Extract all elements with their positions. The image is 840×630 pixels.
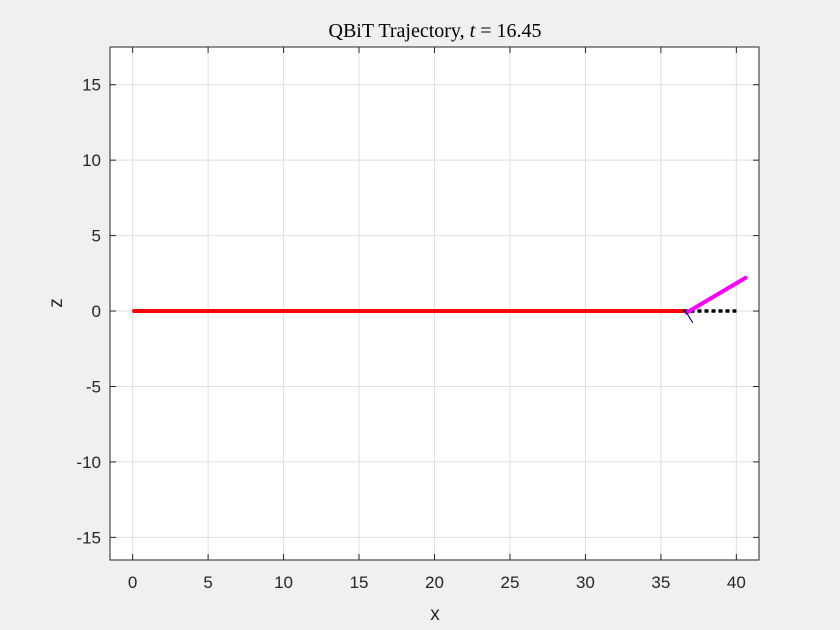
y-tick-label: -10 bbox=[76, 453, 101, 472]
chart-title: QBiT Trajectory, t = 16.45 bbox=[329, 20, 542, 42]
x-tick-label: 35 bbox=[651, 573, 670, 592]
grid bbox=[110, 47, 759, 560]
x-axis-label: x bbox=[430, 604, 440, 625]
y-tick-label: -5 bbox=[86, 377, 101, 396]
y-tick-label: 5 bbox=[92, 227, 101, 246]
x-tick-label: 15 bbox=[350, 573, 369, 592]
y-tick-label: 10 bbox=[82, 151, 101, 170]
y-axis-label: z bbox=[46, 298, 67, 308]
body-line bbox=[684, 275, 748, 315]
title-value: 16.45 bbox=[496, 20, 541, 42]
ticks bbox=[110, 47, 759, 560]
y-tick-label: 15 bbox=[82, 76, 101, 95]
x-tick-label: 20 bbox=[425, 573, 444, 592]
title-variable: t bbox=[470, 20, 476, 42]
y-tick-label: 0 bbox=[92, 302, 101, 321]
title-prefix: QBiT Trajectory, bbox=[329, 20, 470, 42]
tick-labels: 0 5 10 15 20 25 30 35 40 -15 -10 -5 0 5 10 15 bbox=[76, 76, 745, 592]
x-tick-label: 40 bbox=[727, 573, 746, 592]
x-tick-label: 10 bbox=[274, 573, 293, 592]
leg-line bbox=[684, 309, 694, 323]
x-tick-label: 30 bbox=[576, 573, 595, 592]
x-tick-label: 5 bbox=[203, 573, 212, 592]
title-equals: = bbox=[475, 20, 496, 42]
series-layer bbox=[132, 275, 748, 323]
y-tick-label: -15 bbox=[76, 528, 101, 547]
x-tick-label: 0 bbox=[128, 573, 137, 592]
x-tick-label: 25 bbox=[501, 573, 520, 592]
